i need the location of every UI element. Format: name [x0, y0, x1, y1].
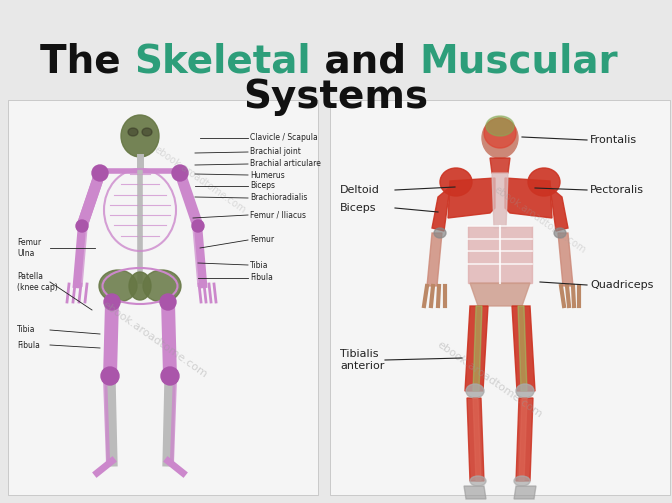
Ellipse shape [434, 228, 446, 238]
Text: Tibia: Tibia [250, 261, 269, 270]
Ellipse shape [128, 128, 138, 136]
Polygon shape [519, 398, 527, 481]
Text: Femur / Iliacus: Femur / Iliacus [250, 210, 306, 219]
Text: Frontalis: Frontalis [590, 135, 637, 145]
Text: ebook.aroadtome.com: ebook.aroadtome.com [101, 300, 210, 380]
Text: Femur
Ulna: Femur Ulna [17, 238, 41, 258]
Polygon shape [432, 187, 450, 231]
Ellipse shape [76, 220, 88, 232]
Text: Biceps: Biceps [340, 203, 376, 213]
Text: Skeletal: Skeletal [134, 42, 310, 80]
Ellipse shape [470, 476, 486, 486]
Ellipse shape [172, 165, 188, 181]
Polygon shape [473, 398, 481, 481]
Polygon shape [512, 306, 535, 391]
Text: Biceps: Biceps [250, 182, 275, 191]
Text: ebook.aroadtome.com: ebook.aroadtome.com [435, 340, 544, 420]
Polygon shape [448, 178, 495, 218]
Text: Pectoralis: Pectoralis [590, 185, 644, 195]
Text: Muscular: Muscular [419, 42, 618, 80]
Ellipse shape [466, 384, 484, 398]
Text: Tibialis
anterior: Tibialis anterior [340, 349, 384, 371]
Text: Patella
(knee cap): Patella (knee cap) [17, 272, 58, 292]
Polygon shape [470, 283, 530, 306]
Polygon shape [467, 398, 484, 481]
Text: Humerus: Humerus [250, 171, 285, 180]
Polygon shape [427, 233, 442, 286]
Polygon shape [464, 486, 486, 499]
Polygon shape [516, 398, 533, 481]
Polygon shape [518, 306, 527, 391]
Text: Brachial articulare: Brachial articulare [250, 159, 321, 169]
Polygon shape [550, 187, 568, 231]
Ellipse shape [440, 168, 472, 196]
Ellipse shape [482, 118, 518, 158]
Ellipse shape [101, 367, 119, 385]
Ellipse shape [129, 272, 151, 300]
Text: ebook.aroadtome.com: ebook.aroadtome.com [493, 185, 588, 256]
Ellipse shape [121, 115, 159, 157]
Polygon shape [505, 178, 552, 218]
Ellipse shape [161, 367, 179, 385]
Polygon shape [468, 226, 532, 283]
Text: and: and [310, 42, 419, 80]
Ellipse shape [514, 476, 530, 486]
Ellipse shape [104, 294, 120, 310]
Text: Quadriceps: Quadriceps [590, 280, 653, 290]
Ellipse shape [192, 220, 204, 232]
Ellipse shape [92, 165, 108, 181]
Polygon shape [465, 306, 488, 391]
Ellipse shape [516, 384, 534, 398]
Text: Brachioradialis: Brachioradialis [250, 194, 307, 203]
Ellipse shape [486, 116, 514, 136]
Ellipse shape [554, 228, 566, 238]
Text: Deltoid: Deltoid [340, 185, 380, 195]
Text: ebook.aroadtome.com: ebook.aroadtome.com [153, 144, 248, 215]
Polygon shape [558, 233, 573, 286]
Polygon shape [473, 306, 482, 391]
Ellipse shape [143, 270, 181, 302]
Text: Femur: Femur [250, 235, 274, 244]
Text: Systems: Systems [243, 78, 429, 116]
Polygon shape [492, 173, 508, 228]
Text: Tibia: Tibia [17, 325, 36, 334]
Ellipse shape [142, 128, 152, 136]
Ellipse shape [99, 270, 137, 302]
Text: Brachial joint: Brachial joint [250, 147, 301, 156]
Ellipse shape [160, 294, 176, 310]
Bar [330, 100, 670, 495]
Text: Fibula: Fibula [250, 274, 273, 283]
Bar [8, 100, 318, 495]
Ellipse shape [528, 168, 560, 196]
Polygon shape [514, 486, 536, 499]
Text: Clavicle / Scapula: Clavicle / Scapula [250, 133, 318, 142]
Text: Fibula: Fibula [17, 341, 40, 350]
Text: The: The [40, 42, 134, 80]
Polygon shape [490, 158, 510, 173]
Ellipse shape [484, 118, 516, 148]
